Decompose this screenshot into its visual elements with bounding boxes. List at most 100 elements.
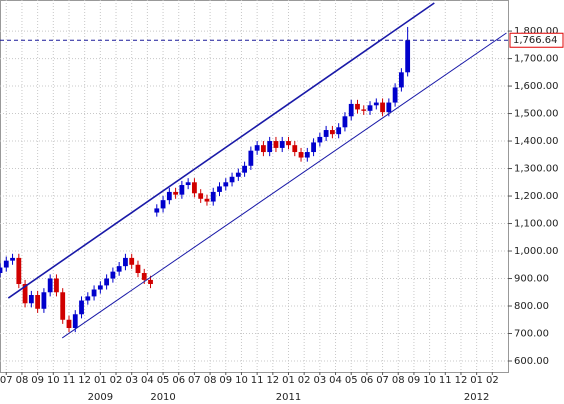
x-tick-label: 08 [16,375,29,386]
x-tick-label: 07 [0,375,13,386]
candle-body [104,278,110,286]
candle-body [373,102,379,106]
x-tick-label: 01 [282,375,295,386]
candle-body [348,103,354,117]
candle-body [392,87,398,103]
candle-body [304,152,310,158]
candle-body [47,278,53,293]
candle-body [85,296,91,301]
x-tick-label: 06 [172,375,185,386]
x-tick-label: 05 [345,375,358,386]
y-tick-label: 1,500.00 [514,109,559,120]
candle-body [141,273,147,280]
candle-body [329,130,335,135]
candle-body [60,292,66,320]
x-tick-label: 09 [219,375,232,386]
candle-body [292,145,298,153]
y-tick-label: 1,100.00 [514,219,559,230]
candle-body [317,136,323,143]
x-tick-label: 03 [125,375,138,386]
candle-body [248,150,254,166]
candle-body [28,295,34,304]
y-tick-label: 600.00 [514,356,549,367]
candle-body [355,103,360,110]
y-tick-label: 800.00 [514,301,549,312]
candle-body [160,200,166,209]
year-label: 2010 [150,392,175,403]
candle-body [66,319,72,329]
y-tick-label: 1,700.00 [514,54,559,65]
candle-body [361,109,367,111]
x-tick-label: 05 [157,375,170,386]
candle-body [135,264,141,274]
x-tick-label: 08 [204,375,217,386]
candle-body [179,185,185,195]
candle-body [217,186,222,192]
candle-body [342,116,348,128]
y-tick-label: 1,600.00 [514,81,559,92]
y-tick-label: 1,400.00 [514,136,559,147]
candle-body [54,278,59,293]
candle-body [204,198,210,202]
x-tick-label: 01 [94,375,107,386]
candle-body [380,102,385,113]
year-label: 2009 [88,392,113,403]
candle-body [242,165,247,173]
candle-body [210,191,216,202]
candle-body [286,141,291,146]
candle-body [367,105,373,111]
candle-body [129,257,135,265]
trend-line [61,32,507,339]
candle-body [35,295,41,309]
candle-body [166,191,172,201]
candle-body [116,266,122,272]
trend-line [7,2,435,299]
y-tick-label: 1,300.00 [514,164,559,175]
y-tick-label: 1,000.00 [514,246,559,257]
x-tick-label: 12 [266,375,279,386]
candle-body [0,267,3,274]
x-tick-label: 07 [376,375,389,386]
x-tick-label: 11 [439,375,452,386]
x-tick-label: 06 [361,375,374,386]
candle-body [72,314,78,329]
candle-body [336,127,342,135]
candle-body [10,257,15,261]
candle-body [323,130,329,137]
x-tick-label: 11 [251,375,264,386]
year-label: 2012 [464,392,489,403]
candle-body [173,191,179,195]
y-tick-label: 700.00 [514,329,549,340]
last-price-label: 1,766.64 [513,35,558,46]
candle-body [229,176,235,183]
x-tick-label: 10 [423,375,436,386]
candle-body [267,141,273,153]
candle-body [311,142,316,153]
candle-body [185,182,191,186]
y-tick-label: 1,800.00 [514,26,559,37]
candle-body [279,141,285,148]
candle-body [223,182,229,187]
x-tick-label: 09 [408,375,421,386]
candle-body [97,285,103,290]
last-price-box [509,32,564,48]
x-tick-label: 04 [141,375,154,386]
x-tick-label: 12 [78,375,91,386]
x-tick-label: 11 [63,375,76,386]
x-tick-label: 10 [47,375,60,386]
candle-body [16,257,22,285]
candle-body [261,145,266,153]
y-tick-label: 1,200.00 [514,191,559,202]
candle-body [398,72,404,88]
candle-body [91,289,97,297]
candle-body [41,292,47,309]
candle-body [273,141,279,148]
candle-body [192,182,197,194]
candle-body [3,260,9,268]
candle-body [154,208,160,213]
year-label: 2011 [276,392,301,403]
candle-body [405,40,411,73]
candle-body [110,271,116,279]
x-tick-label: 02 [110,375,123,386]
